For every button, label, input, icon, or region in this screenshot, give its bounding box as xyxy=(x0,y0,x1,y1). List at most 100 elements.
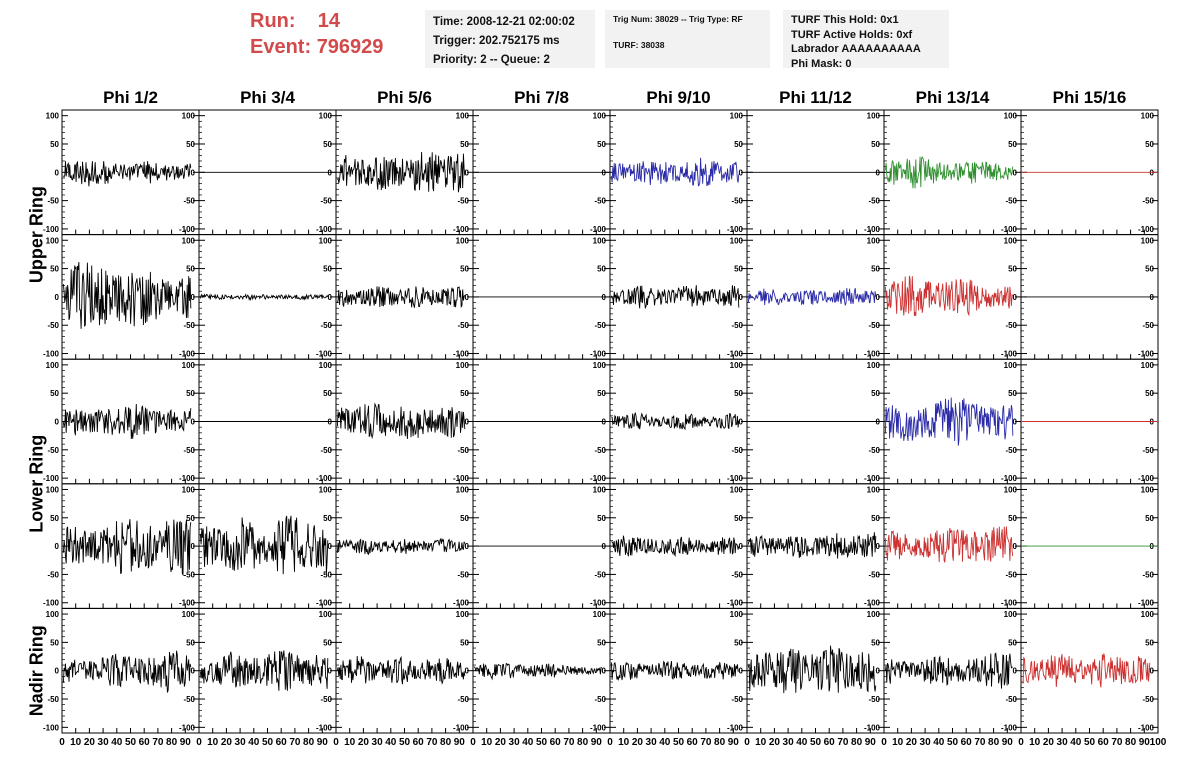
x-tick-label: 30 xyxy=(235,737,247,748)
y-tick-label: -100 xyxy=(43,225,60,234)
y-tick-label-right: 50 xyxy=(1145,514,1154,523)
y-tick-label-right: 100 xyxy=(456,112,470,121)
y-tick-label: -100 xyxy=(43,474,60,483)
y-tick-label-right: 0 xyxy=(191,542,196,551)
y-tick-label-right: -50 xyxy=(183,570,195,579)
x-tick-label: 50 xyxy=(262,737,274,748)
y-tick-label: 100 xyxy=(46,361,60,370)
waveform-trace xyxy=(1022,653,1151,688)
x-tick-label: 30 xyxy=(509,737,521,748)
x-tick-label: 80 xyxy=(851,737,863,748)
x-tick-label: 10 xyxy=(207,737,219,748)
phi-mask-line: Phi Mask: 0 xyxy=(791,57,852,69)
y-tick-label-right: 50 xyxy=(1008,638,1017,647)
trigger-line: Trigger: 202.752175 ms xyxy=(433,35,560,47)
x-tick-label: 20 xyxy=(1043,737,1055,748)
x-tick-label: 20 xyxy=(358,737,370,748)
x-tick-label: 0 xyxy=(59,737,65,748)
y-tick-label-right: 0 xyxy=(328,418,333,427)
x-tick-label: 10 xyxy=(344,737,356,748)
y-tick-label-right: 50 xyxy=(1145,265,1154,274)
y-tick-label-right: 0 xyxy=(465,293,470,302)
y-tick-label-right: 50 xyxy=(1145,638,1154,647)
x-tick-label: 80 xyxy=(440,737,452,748)
y-tick-label: 0 xyxy=(55,293,60,302)
y-tick-label-right: -50 xyxy=(594,695,606,704)
y-tick-label-right: 100 xyxy=(1004,485,1018,494)
y-tick-label-right: -100 xyxy=(316,599,333,608)
y-tick-label-right: -100 xyxy=(453,225,470,234)
y-tick-label-right: -50 xyxy=(183,446,195,455)
x-tick-label: 40 xyxy=(933,737,945,748)
event-value: 796929 xyxy=(316,36,384,58)
x-tick-label: 70 xyxy=(426,737,438,748)
y-tick-label: 0 xyxy=(55,667,60,676)
y-tick-label-right: 0 xyxy=(328,293,333,302)
y-tick-label: -50 xyxy=(47,446,59,455)
y-tick-label-right: 0 xyxy=(602,168,607,177)
x-tick-label: 60 xyxy=(413,737,425,748)
y-tick-label-right: 100 xyxy=(730,236,744,245)
waveform-trace xyxy=(884,275,1014,317)
y-tick-label-right: 50 xyxy=(186,140,195,149)
y-tick-label-right: 0 xyxy=(191,168,196,177)
y-tick-label-right: 0 xyxy=(739,293,744,302)
y-tick-label-right: 100 xyxy=(867,485,881,494)
y-tick-label-right: 50 xyxy=(871,265,880,274)
y-tick-label-right: -50 xyxy=(183,321,195,330)
x-tick-label: 50 xyxy=(399,737,411,748)
y-tick-label: -50 xyxy=(47,197,59,206)
y-tick-label-right: 0 xyxy=(328,542,333,551)
y-tick-label-right: 50 xyxy=(460,140,469,149)
waveform-trace xyxy=(884,652,1013,689)
y-tick-label-right: -100 xyxy=(590,225,607,234)
y-tick-label-right: 100 xyxy=(456,485,470,494)
y-tick-label-right: 50 xyxy=(871,514,880,523)
y-tick-label: 50 xyxy=(50,638,59,647)
y-tick-label-right: 50 xyxy=(323,265,332,274)
waveform-trace xyxy=(62,403,192,440)
y-tick-label-right: 0 xyxy=(602,418,607,427)
waveform-trace xyxy=(884,397,1014,446)
y-tick-label: -100 xyxy=(43,723,60,732)
y-tick-label-right: 50 xyxy=(460,514,469,523)
waveform-trace xyxy=(337,151,466,193)
waveform-trace xyxy=(610,157,740,187)
x-tick-label: 90 xyxy=(180,737,192,748)
y-tick-label-right: -50 xyxy=(594,570,606,579)
y-tick-label-right: 50 xyxy=(323,140,332,149)
y-tick-label-right: -50 xyxy=(1005,570,1017,579)
turf-info-box: TURF This Hold: 0x1 TURF Active Holds: 0… xyxy=(783,10,949,68)
trig-info-box: Trig Num: 38029 -- Trig Type: RF TURF: 3… xyxy=(605,10,770,68)
x-tick-label: 40 xyxy=(522,737,534,748)
column-header: Phi 1/2 xyxy=(103,88,158,107)
x-tick-label: 50 xyxy=(947,737,959,748)
y-tick-label-right: 100 xyxy=(319,236,333,245)
y-tick-label-right: -100 xyxy=(1001,350,1018,359)
y-tick-label-right: 50 xyxy=(871,638,880,647)
waveform-trace xyxy=(611,411,740,431)
x-tick-label: 80 xyxy=(988,737,1000,748)
y-tick-label-right: 0 xyxy=(465,667,470,676)
y-tick-label-right: -50 xyxy=(1005,321,1017,330)
waveform-trace xyxy=(747,287,877,306)
y-tick-label-right: 100 xyxy=(730,485,744,494)
y-tick-label-right: -50 xyxy=(457,695,469,704)
x-tick-label: 60 xyxy=(550,737,562,748)
y-tick-label-right: 0 xyxy=(602,293,607,302)
ring-label: Upper Ring xyxy=(27,186,47,283)
y-tick-label-right: 100 xyxy=(593,112,607,121)
x-tick-label: 70 xyxy=(152,737,164,748)
x-tick-label: 70 xyxy=(974,737,986,748)
waveform-trace xyxy=(747,532,877,559)
y-tick-label-right: 50 xyxy=(871,389,880,398)
ring-label: Lower Ring xyxy=(27,435,47,533)
y-tick-label-right: -50 xyxy=(1142,446,1154,455)
y-tick-label: 0 xyxy=(55,168,60,177)
y-tick-label-right: 50 xyxy=(1008,514,1017,523)
y-tick-label-right: 0 xyxy=(1013,168,1018,177)
run-label: Run: xyxy=(250,10,296,32)
y-tick-label-right: 100 xyxy=(319,361,333,370)
x-tick-label: 90 xyxy=(454,737,466,748)
y-tick-label-right: 100 xyxy=(1141,361,1155,370)
